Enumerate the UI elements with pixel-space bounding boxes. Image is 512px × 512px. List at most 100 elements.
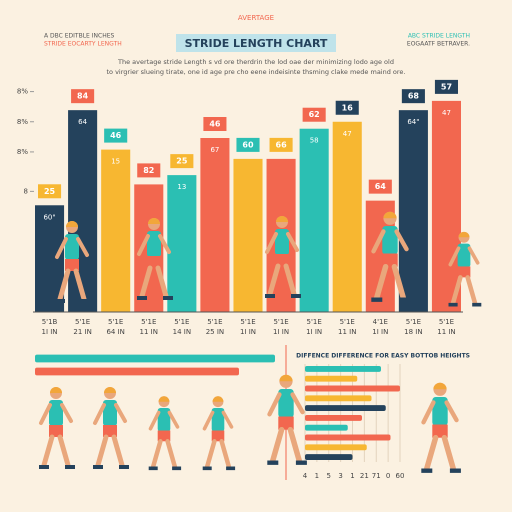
bar — [305, 395, 372, 402]
note: ABC STRIDE LENGTH — [408, 33, 470, 40]
inner-label: 60" — [43, 213, 55, 221]
bar — [305, 365, 381, 372]
bar-label-box — [71, 89, 95, 104]
bar — [305, 434, 391, 441]
bar — [101, 149, 131, 312]
x-tick-label: 5'1E — [174, 318, 189, 326]
title: STRIDE LENGTH CHART — [185, 37, 328, 50]
y-tick-label: 8 — [24, 187, 28, 195]
x-tick-label: 11 IN — [338, 328, 356, 336]
x-tick-label: 1 — [350, 472, 354, 480]
x-tick-label: 5'1E — [439, 318, 454, 326]
bar-label-box — [401, 89, 425, 104]
x-tick-label: 11 IN — [437, 328, 455, 336]
inner-label: 64" — [407, 118, 419, 126]
x-tick-label: 21 IN — [73, 328, 91, 336]
kicker: AVERTAGE — [238, 14, 274, 22]
bar-label: 16 — [342, 103, 354, 112]
description: The avertage stride Length s vd ore ther… — [117, 58, 394, 66]
bar-label-box — [38, 184, 62, 199]
x-tick-label: 0 — [386, 472, 390, 480]
x-tick-label: 1 — [315, 472, 319, 480]
bar-label: 84 — [77, 92, 89, 101]
bar — [305, 424, 348, 431]
x-tick-label: 5'1E — [108, 318, 123, 326]
inner-label: 15 — [111, 158, 120, 166]
x-tick-label: 5'1E — [340, 318, 355, 326]
y-tick-label: 8% — [17, 88, 28, 96]
x-tick-label: 1I IN — [240, 328, 256, 336]
x-tick-label: 5'1E — [141, 318, 156, 326]
x-tick-label: 1I IN — [273, 328, 289, 336]
title-box — [176, 34, 336, 52]
bar-label-box — [269, 137, 293, 152]
bar-label: 82 — [143, 166, 154, 175]
x-tick-label: 5 — [327, 472, 331, 480]
bar — [305, 414, 362, 421]
bar — [398, 110, 428, 312]
x-tick-label: 5'1E — [207, 318, 222, 326]
x-tick-label: 5'1E — [75, 318, 90, 326]
x-tick-label: 5'1E — [307, 318, 322, 326]
bar-label: 46 — [209, 120, 221, 129]
description: to virgrier slueing tirate, one id age p… — [106, 68, 405, 76]
bar — [305, 385, 400, 392]
bar-label: 60 — [242, 140, 254, 149]
x-tick-label: 64 IN — [106, 328, 124, 336]
x-tick-label: 5'1B — [42, 318, 58, 326]
inner-label: 67 — [210, 146, 219, 154]
y-tick-label: 8% — [17, 118, 28, 126]
bar-label-box — [434, 79, 458, 94]
x-tick-label: 5'1E — [240, 318, 255, 326]
bar-label-box — [203, 117, 227, 131]
x-tick-label: 21 — [360, 472, 369, 480]
bar — [68, 110, 98, 312]
bar-label: 25 — [44, 187, 56, 196]
bar — [299, 128, 329, 312]
bar — [233, 158, 263, 312]
x-tick-label: 3 — [338, 472, 342, 480]
bar-label: 66 — [276, 140, 288, 149]
x-tick-label: 1I IN — [306, 328, 322, 336]
bar-label-box — [104, 128, 128, 143]
bar-label: 25 — [176, 157, 188, 166]
bar — [305, 405, 386, 412]
bar — [332, 121, 362, 312]
x-tick-label: 11 IN — [140, 328, 158, 336]
x-tick-label: 4 — [303, 472, 308, 480]
bar-label: 68 — [408, 92, 420, 101]
note: STRIDE EOCARTY LENGTH — [44, 41, 122, 48]
bar-label: 46 — [110, 131, 122, 140]
x-tick-label: 60 — [396, 472, 405, 480]
bar-label-box — [170, 154, 194, 169]
bar-label: 64 — [375, 182, 387, 191]
bar-label-box — [137, 163, 161, 178]
inner-label: 47 — [343, 130, 352, 138]
bar-label: 57 — [441, 82, 452, 91]
x-tick-label: 5'1E — [406, 318, 421, 326]
x-tick-label: 25 IN — [206, 328, 224, 336]
inner-label: 47 — [442, 109, 451, 117]
note: EOGAATF BETRAVER. — [407, 41, 470, 48]
x-tick-label: 4'1E — [373, 318, 388, 326]
bar — [167, 175, 197, 312]
chart-title: DIFFENCE DIFFERENCE FOR EASY BOTTOB HEIG… — [296, 353, 470, 360]
x-tick-label: 18 IN — [404, 328, 422, 336]
inner-label: 58 — [310, 137, 319, 145]
bar — [431, 100, 461, 312]
bar — [305, 454, 353, 461]
bar-label-box — [335, 100, 359, 115]
inner-label: 64 — [78, 118, 87, 126]
bar-label-box — [368, 179, 392, 194]
inner-label: 13 — [177, 183, 186, 191]
bar-label-box — [302, 107, 326, 122]
x-tick-label: 71 — [372, 472, 381, 480]
bar — [35, 354, 275, 363]
x-tick-label: 5'1E — [273, 318, 288, 326]
bar-label-box — [236, 137, 260, 152]
x-tick-label: 14 IN — [173, 328, 191, 336]
y-tick-label: 8% — [17, 148, 28, 156]
x-tick-label: 1I IN — [372, 328, 388, 336]
